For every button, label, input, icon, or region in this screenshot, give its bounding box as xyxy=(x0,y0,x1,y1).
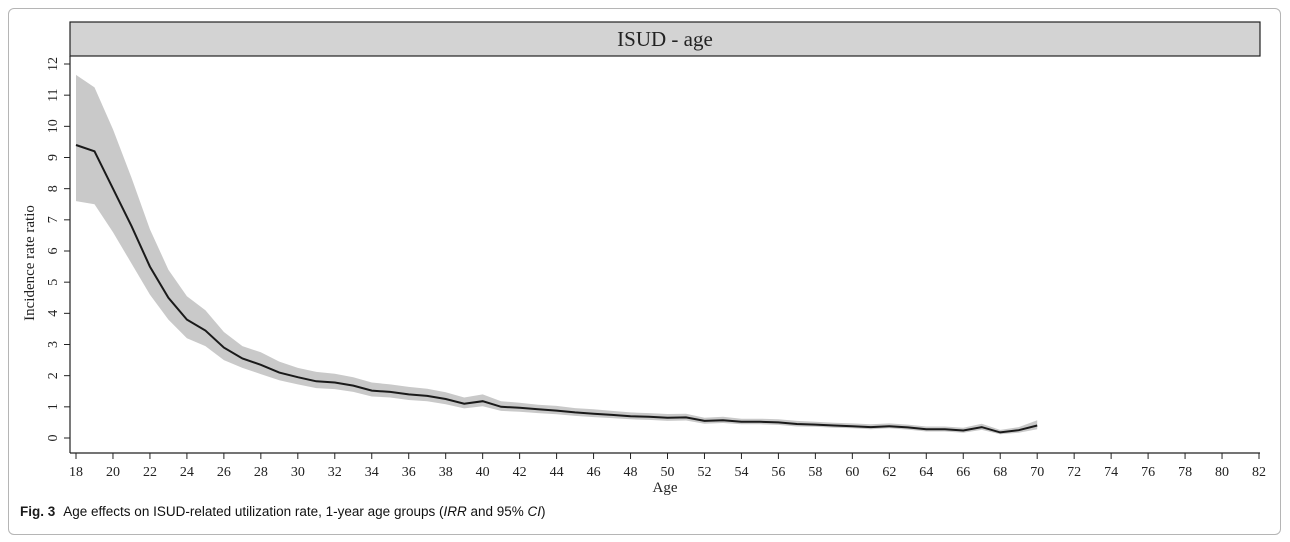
x-tick-label: 68 xyxy=(993,465,1007,480)
chart: ISUD - age 18 20 22 24 26 28 30 32 34 36 38 40 42 44 4… xyxy=(22,21,1266,496)
title-bar xyxy=(69,21,1261,57)
x-tick-label: 70 xyxy=(1030,465,1044,480)
x-tick-label: 26 xyxy=(217,465,231,480)
x-tick-label: 40 xyxy=(476,465,490,480)
x-tick-label: 74 xyxy=(1104,465,1118,480)
y-tick-label: 0 xyxy=(46,435,61,442)
x-tick-label: 24 xyxy=(180,465,194,480)
caption-text-after: ) xyxy=(541,504,546,519)
x-tick-label: 76 xyxy=(1141,465,1155,480)
x-tick-label: 22 xyxy=(143,465,157,480)
y-tick-label: 7 xyxy=(46,216,61,223)
x-tick-label: 36 xyxy=(402,465,416,480)
y-tick-label: 4 xyxy=(46,310,61,317)
x-tick-label: 56 xyxy=(771,465,785,480)
y-tick-label: 9 xyxy=(46,154,61,161)
y-tick-label: 12 xyxy=(46,57,61,71)
x-tick-label: 52 xyxy=(697,465,711,480)
caption-ci: CI xyxy=(527,504,542,519)
x-tick-label: 72 xyxy=(1067,465,1081,480)
x-tick-label: 50 xyxy=(661,465,675,480)
x-tick-label: 32 xyxy=(328,465,342,480)
caption-fig-label: Fig. 3 xyxy=(20,504,56,519)
x-tick-label: 62 xyxy=(882,465,896,480)
y-tick-label: 10 xyxy=(46,119,61,133)
x-axis-label: Age xyxy=(653,480,678,496)
x-tick-label: 80 xyxy=(1215,465,1229,480)
y-tick-label: 5 xyxy=(46,279,61,286)
x-tick-label: 64 xyxy=(919,465,933,480)
chart-title: ISUD - age xyxy=(617,27,713,51)
x-tick-label: 66 xyxy=(956,465,970,480)
y-tick-label: 11 xyxy=(46,88,61,101)
caption-text-before: Age effects on ISUD-related utilization … xyxy=(63,504,444,519)
caption-text-mid: and 95% xyxy=(466,504,528,519)
irr-line xyxy=(75,144,1038,434)
x-tick-label: 54 xyxy=(734,465,748,480)
x-tick-label: 34 xyxy=(365,465,379,480)
x-tick-label: 18 xyxy=(69,465,83,480)
y-tick-label: 3 xyxy=(46,341,61,348)
x-tick-label: 42 xyxy=(513,465,527,480)
x-tick-label: 38 xyxy=(439,465,453,480)
y-tick-label: 1 xyxy=(46,403,61,410)
x-tick-label: 20 xyxy=(106,465,120,480)
caption-irr: IRR xyxy=(443,504,467,519)
figure-caption: Fig. 3 Age effects on ISUD-related utiliz… xyxy=(20,504,1260,519)
y-tick-label: 2 xyxy=(46,372,61,379)
x-tick-label: 28 xyxy=(254,465,268,480)
figure-frame xyxy=(8,8,1281,535)
x-tick-label: 48 xyxy=(624,465,638,480)
x-tick-label: 60 xyxy=(845,465,859,480)
x-tick-label: 82 xyxy=(1252,465,1266,480)
ci-band xyxy=(76,74,1038,435)
y-axis-label: Incidence rate ratio xyxy=(22,205,38,321)
x-tick-label: 46 xyxy=(587,465,601,480)
x-tick-label: 58 xyxy=(808,465,822,480)
y-tick-label: 8 xyxy=(46,185,61,192)
x-tick-label: 78 xyxy=(1178,465,1192,480)
y-tick-label: 6 xyxy=(46,248,61,255)
x-tick-label: 44 xyxy=(550,465,564,480)
x-tick-label: 30 xyxy=(291,465,305,480)
